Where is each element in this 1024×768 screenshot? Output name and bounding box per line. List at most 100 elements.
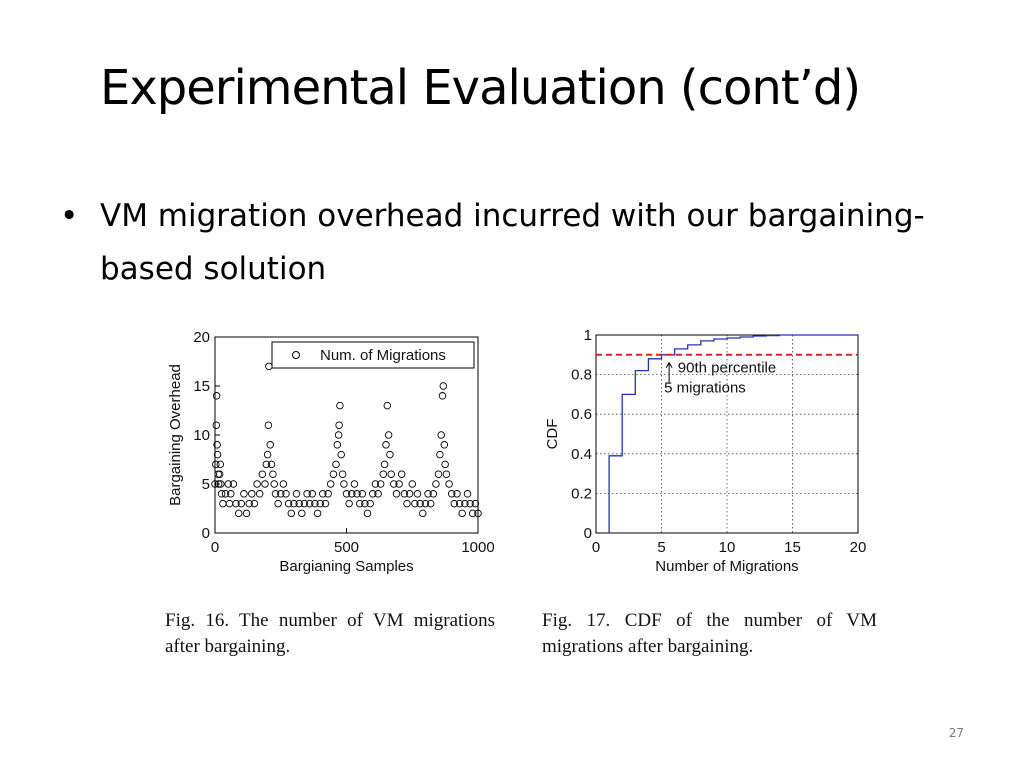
- scatter-point: [224, 480, 232, 488]
- scatter-point: [405, 490, 414, 498]
- x-tick-label: 15: [784, 539, 801, 556]
- scatter-point: [436, 450, 444, 459]
- scatter-point: [319, 490, 327, 498]
- scatter-point: [229, 480, 238, 488]
- figure-17-caption: Fig. 17. CDF of the number of VM migrati…: [542, 610, 877, 657]
- scatter-point: [263, 450, 272, 459]
- x-axis-label: Number of Migrations: [655, 558, 798, 575]
- scatter-point: [221, 490, 230, 498]
- x-tick-label: 1000: [461, 539, 494, 556]
- scatter-point: [279, 480, 288, 488]
- scatter-point: [437, 431, 445, 439]
- figure-17-cdf-chart: 0 5 10 15 20 0 0.2 0.4 0.6 0.8 1 Number of Migratio…: [538, 325, 873, 580]
- scatter-point: [261, 480, 269, 488]
- scatter-point: [395, 480, 403, 488]
- x-tick-label: 20: [850, 539, 867, 556]
- scatter-point: [424, 490, 432, 498]
- scatter-point: [447, 490, 456, 498]
- scatter-point: [217, 490, 226, 498]
- scatter-point: [434, 470, 443, 478]
- y-axis-label: CDF: [544, 419, 561, 450]
- x-tick-label: 5: [657, 539, 665, 556]
- scatter-point: [274, 499, 282, 508]
- legend-marker: [292, 351, 300, 359]
- scatter-point: [303, 490, 311, 498]
- scatter-point: [277, 490, 285, 498]
- scatter-point: [227, 490, 235, 498]
- scatter-point: [232, 499, 240, 508]
- scatter-point: [390, 480, 398, 488]
- scatter-point: [284, 499, 293, 508]
- scatter-point: [440, 441, 449, 449]
- bullet-marker: •: [60, 198, 79, 234]
- annotation-migrations: 5 migrations: [664, 379, 746, 396]
- scatter-point: [376, 480, 385, 488]
- scatter-point: [337, 450, 345, 459]
- scatter-point: [458, 509, 466, 518]
- scatter-point: [411, 499, 419, 508]
- cdf-chart-svg: 0 5 10 15 20 0 0.2 0.4 0.6 0.8 1 Number of Migratio…: [544, 327, 867, 575]
- scatter-point: [400, 490, 409, 498]
- y-tick-label: 0.8: [571, 367, 592, 384]
- scatter-point: [369, 490, 377, 498]
- scatter-point: [342, 490, 351, 498]
- scatter-point: [419, 509, 427, 518]
- scatter-point: [345, 499, 353, 508]
- scatter-point: [413, 490, 422, 498]
- legend-label: Num. of Migrations: [320, 347, 446, 364]
- scatter-point: [463, 490, 472, 498]
- scatter-point: [461, 499, 469, 508]
- scatter-point: [442, 470, 451, 478]
- x-tick-label: 0: [211, 539, 219, 556]
- y-tick-label: 5: [202, 476, 210, 493]
- scatter-point: [336, 401, 344, 410]
- scatter-point: [267, 460, 276, 469]
- y-tick-label: 1: [584, 327, 592, 344]
- y-tick-label: 10: [193, 427, 210, 444]
- scatter-point: [295, 499, 303, 508]
- scatter-point: [313, 509, 322, 518]
- scatter-point: [468, 509, 477, 518]
- slide-title: Experimental Evaluation (cont’d): [100, 60, 861, 116]
- scatter-point: [439, 382, 448, 390]
- scatter-point: [386, 450, 394, 459]
- scatter-point: [324, 490, 332, 498]
- scatter-point: [416, 499, 424, 508]
- scatter-point: [383, 401, 392, 410]
- y-tick-label: 0: [202, 525, 210, 542]
- y-axis-label: Bargaining Overhead: [167, 364, 184, 506]
- scatter-point: [355, 499, 364, 508]
- scatter-point: [363, 509, 372, 518]
- scatter-point: [380, 460, 389, 469]
- legend-box: [271, 341, 475, 369]
- scatter-point: [438, 392, 447, 400]
- scatter-point: [214, 470, 222, 478]
- scatter-point: [326, 480, 335, 488]
- scatter-point: [366, 499, 374, 508]
- scatter-point: [213, 441, 221, 449]
- y-tick-label: 15: [193, 378, 210, 395]
- scatter-point: [441, 460, 449, 469]
- scatter-point: [213, 450, 222, 459]
- scatter-point: [216, 460, 225, 469]
- scatter-point: [329, 470, 338, 478]
- scatter-point: [258, 470, 267, 478]
- figure-16-caption: Fig. 16. The number of VM migrations aft…: [165, 610, 495, 657]
- x-tick-label: 10: [719, 539, 736, 556]
- scatter-point: [471, 499, 480, 508]
- scatter-point: [384, 431, 393, 439]
- scatter-point: [371, 480, 380, 488]
- scatter-point: [240, 490, 248, 498]
- scatter-point: [340, 480, 348, 488]
- bullet-text: VM migration overhead incurred with our …: [100, 198, 925, 287]
- scatter-point: [403, 499, 411, 508]
- scatter-point: [316, 499, 324, 508]
- scatter-point: [392, 490, 401, 498]
- scatter-point: [382, 441, 390, 449]
- scatter-point: [287, 509, 296, 518]
- scatter-point: [282, 490, 290, 498]
- scatter-point: [250, 499, 259, 508]
- scatter-point: [265, 362, 273, 371]
- scatter-point: [212, 392, 221, 400]
- page-number: 27: [948, 726, 964, 740]
